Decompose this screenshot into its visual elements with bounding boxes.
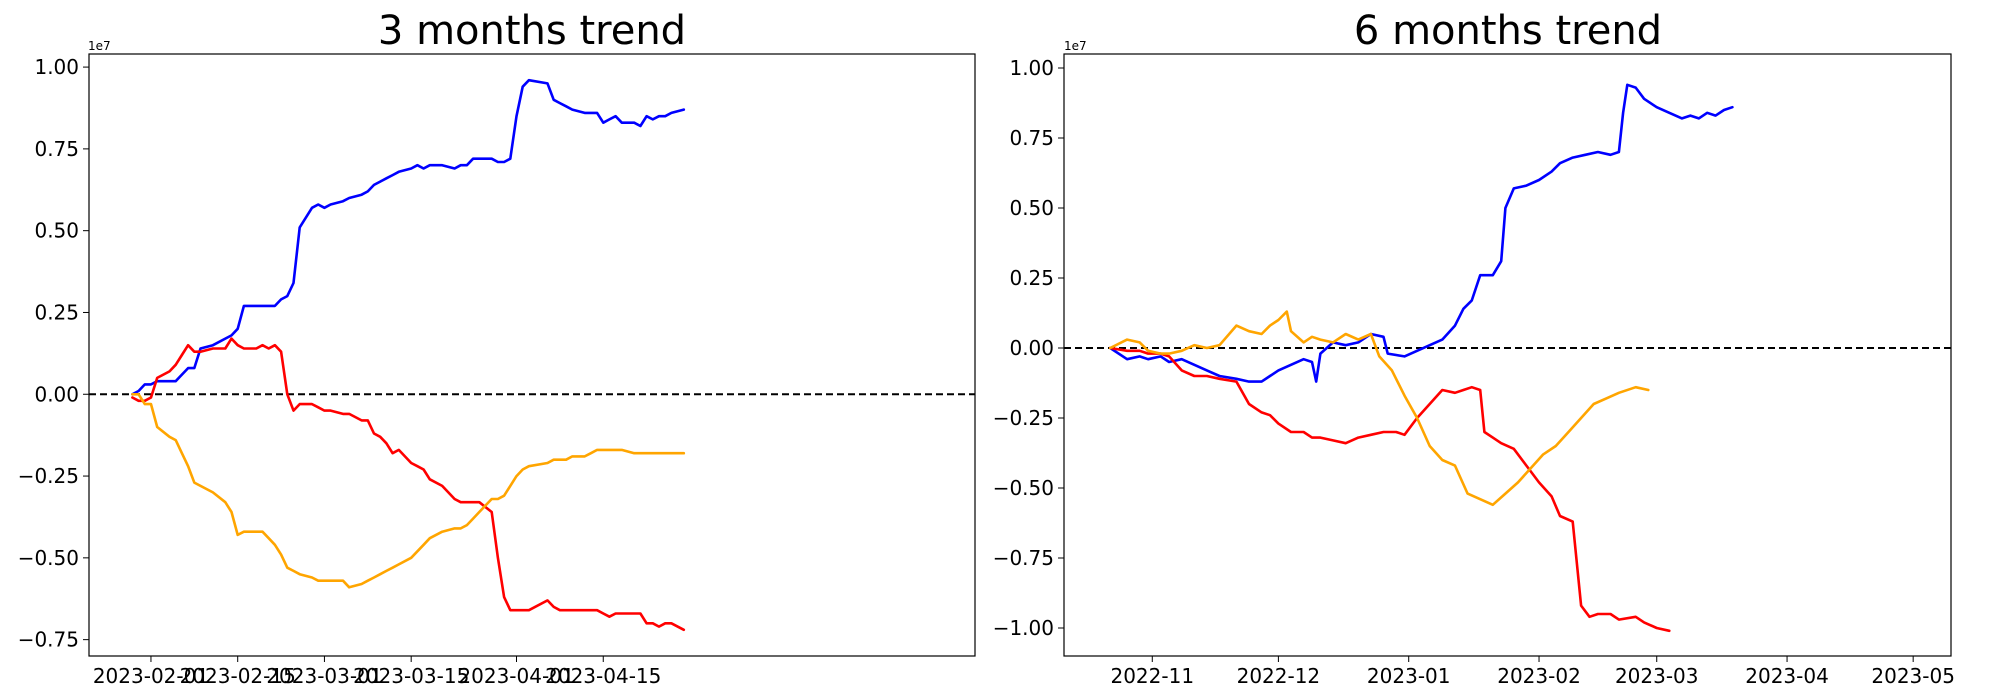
axes-frame bbox=[1063, 53, 1952, 657]
y-tick-label: 0.50 bbox=[34, 219, 79, 243]
y-tick-label: 0.75 bbox=[34, 137, 79, 161]
y-tick-label: −0.50 bbox=[18, 546, 79, 570]
x-tick-label: 2023-03-15 bbox=[353, 664, 469, 688]
series-line-blue bbox=[1108, 83, 1734, 383]
y-tick-label: −0.75 bbox=[993, 546, 1054, 570]
plot-area: 1.00 0.75 0.50 0.25 0.00 −0.25 −0.50 −0.75 2023-… bbox=[18, 55, 975, 688]
y-tick-label: 0.25 bbox=[1009, 266, 1054, 290]
y-scale-label: 1e7 bbox=[1064, 39, 1087, 53]
chart-title: 3 months trend bbox=[378, 8, 686, 54]
plot-area: 1.00 0.75 0.50 0.25 0.00 −0.25 −0.50 −0.75 −1.00… bbox=[993, 56, 1955, 688]
y-tick-label: −0.75 bbox=[18, 628, 79, 652]
y-scale-label: 1e7 bbox=[88, 39, 111, 53]
y-tick-label: 0.25 bbox=[34, 300, 79, 324]
y-tick-label: −1.00 bbox=[993, 616, 1054, 640]
y-tick-label: 0.00 bbox=[1009, 336, 1054, 360]
x-tick-label: 2022-12 bbox=[1237, 664, 1321, 688]
axes-frame bbox=[88, 53, 976, 657]
series-line-red bbox=[131, 337, 686, 632]
y-tick-label: −0.25 bbox=[993, 406, 1054, 430]
x-tick-label: 2023-04-15 bbox=[545, 664, 661, 688]
x-tick-label: 2023-04 bbox=[1745, 664, 1829, 688]
x-tick-label: 2023-01 bbox=[1367, 664, 1451, 688]
y-tick-label: 0.75 bbox=[1009, 126, 1054, 150]
y-tick-label: 0.50 bbox=[1009, 196, 1054, 220]
x-tick-label: 2023-02 bbox=[1497, 664, 1581, 688]
y-tick-label: −0.25 bbox=[18, 464, 79, 488]
x-tick-label: 2023-03 bbox=[1615, 664, 1699, 688]
x-tick-label: 2023-02-01 bbox=[93, 664, 209, 688]
x-tick-label: 2023-04-01 bbox=[458, 664, 574, 688]
chart-6-months: 6 months trend 1e7 1.00 0.75 0.50 0.25 0.00 −… bbox=[993, 8, 1955, 688]
y-tick-label: 0.00 bbox=[34, 382, 79, 406]
y-tick-label: 1.00 bbox=[1009, 56, 1054, 80]
y-tick-label: 1.00 bbox=[34, 55, 79, 79]
series-line-orange bbox=[1108, 310, 1650, 507]
chart-title: 6 months trend bbox=[1354, 8, 1662, 54]
chart-3-months: 3 months trend 1e7 1.00 0.75 0.50 0.25 0.00 −… bbox=[18, 8, 976, 688]
series-line-orange bbox=[131, 392, 686, 589]
x-tick-label: 2023-05 bbox=[1871, 664, 1955, 688]
x-tick-label: 2023-03-01 bbox=[266, 664, 382, 688]
x-tick-label: 2022-11 bbox=[1110, 664, 1194, 688]
x-tick-label: 2023-02-15 bbox=[180, 664, 296, 688]
y-tick-label: −0.50 bbox=[993, 476, 1054, 500]
series-line-red bbox=[1108, 346, 1671, 633]
series-line-blue bbox=[131, 78, 686, 396]
